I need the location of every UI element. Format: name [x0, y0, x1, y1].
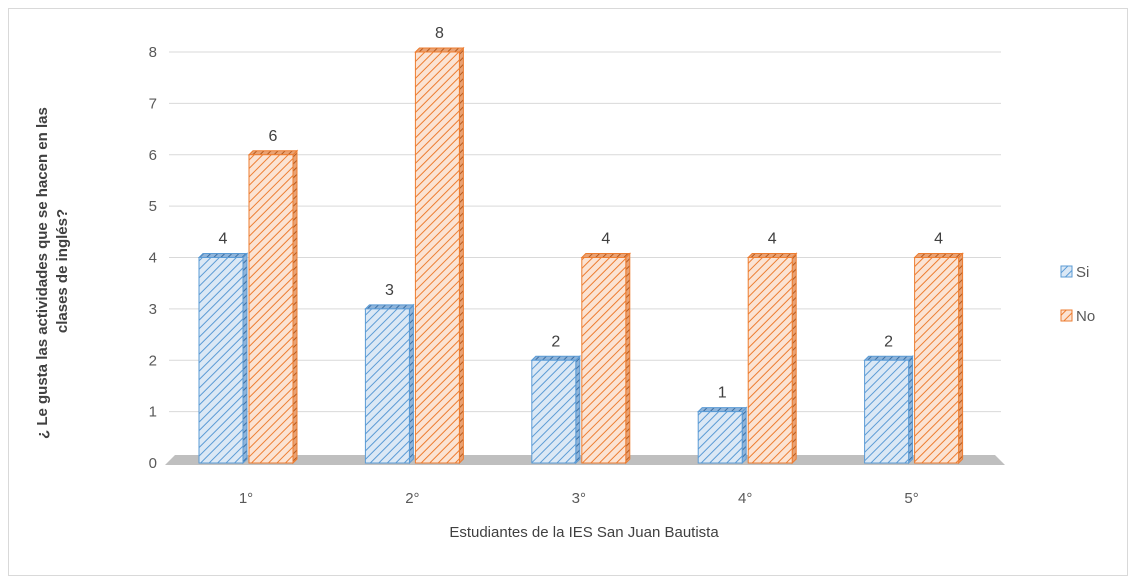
bar-front [531, 359, 577, 464]
x-tick-label: 1° [239, 490, 253, 507]
bar-side [458, 46, 464, 465]
y-axis-title: ¿ Le gusta las actividades que se hacen … [34, 103, 71, 439]
bar-front [581, 257, 627, 464]
data-label-no-2: 8 [435, 25, 444, 42]
bar-no-1 [247, 149, 299, 465]
x-tick-label: 4° [738, 490, 752, 507]
bar-front [364, 308, 410, 464]
bar-front [864, 359, 910, 464]
legend-label-si: Si [1076, 264, 1089, 281]
bar-side [741, 406, 747, 465]
y-tick-label: 5 [149, 198, 157, 215]
bar-side [625, 252, 631, 465]
legend-swatch-si [1060, 265, 1073, 278]
data-label-si-4: 1 [718, 385, 727, 402]
bar-top [696, 407, 748, 413]
bar-si-5 [863, 355, 914, 465]
bar-side [958, 252, 964, 465]
y-tick-label: 4 [149, 250, 157, 267]
y-tick-label: 6 [149, 147, 157, 164]
bar-front [248, 154, 294, 464]
bar-si-3 [530, 355, 582, 465]
y-tick-label: 8 [149, 44, 157, 61]
bar-si-2 [364, 303, 415, 465]
data-label-no-5: 4 [934, 231, 943, 248]
legend-label-no: No [1076, 308, 1095, 325]
data-label-si-1: 4 [219, 231, 228, 248]
data-labels: 4 6 3 8 2 4 1 4 2 4 [219, 25, 944, 402]
y-tick-label: 7 [149, 95, 157, 112]
data-label-si-3: 2 [551, 333, 560, 350]
bar-front [914, 257, 960, 464]
bar-front [697, 411, 743, 464]
bar-top [197, 253, 249, 258]
data-label-si-2: 3 [385, 282, 394, 299]
bar-front [414, 51, 460, 464]
bar-si-4 [696, 406, 748, 465]
bar-top [580, 253, 632, 258]
bar-no-2 [414, 46, 465, 465]
legend-swatch-no [1060, 309, 1073, 322]
bar-top [863, 355, 914, 361]
bar-front [198, 257, 244, 464]
bar-top [530, 355, 582, 361]
bar-front [747, 257, 793, 464]
bar-side [242, 252, 248, 465]
y-tick-label: 1 [149, 404, 157, 421]
bar-top [913, 253, 964, 258]
y-axis-ticks: 0 1 2 3 4 5 6 7 8 [149, 44, 157, 472]
bars [197, 46, 964, 465]
bar-side [408, 303, 414, 465]
y-tick-label: 0 [149, 455, 157, 472]
bar-chart: 0 1 2 3 4 5 6 7 8 4 6 3 8 2 4 1 4 2 4 1° 2° 3° 4° 5° Estudian… [34, 25, 1095, 541]
legend: Si No [1060, 264, 1095, 325]
bar-top [247, 150, 299, 156]
bar-no-3 [580, 252, 632, 465]
data-label-no-1: 6 [269, 128, 278, 145]
y-tick-label: 3 [149, 301, 157, 318]
bar-top [414, 47, 465, 53]
x-tick-label: 5° [904, 490, 918, 507]
y-axis-title-line-1: ¿ Le gusta las actividades que se hacen … [34, 107, 51, 439]
y-tick-label: 2 [149, 352, 157, 369]
bar-side [575, 355, 581, 465]
bar-side [908, 355, 914, 465]
x-tick-label: 3° [572, 490, 586, 507]
bar-no-4 [746, 252, 798, 465]
x-tick-label: 2° [405, 490, 419, 507]
bar-si-1 [197, 252, 249, 465]
chart-frame: 0 1 2 3 4 5 6 7 8 4 6 3 8 2 4 1 4 2 4 1° 2° 3° 4° 5° Estudian… [8, 8, 1128, 576]
bar-top [364, 304, 415, 310]
data-label-no-3: 4 [601, 231, 610, 248]
bar-no-5 [913, 252, 964, 465]
bar-side [791, 252, 797, 465]
data-label-no-4: 4 [768, 231, 777, 248]
x-axis-title: Estudiantes de la IES San Juan Bautista [449, 524, 719, 541]
y-axis-title-line-2: clases de inglés? [54, 209, 71, 333]
x-axis-ticks: 1° 2° 3° 4° 5° [239, 490, 919, 507]
bar-side [292, 149, 298, 465]
bar-top [746, 253, 798, 258]
data-label-si-5: 2 [884, 333, 893, 350]
